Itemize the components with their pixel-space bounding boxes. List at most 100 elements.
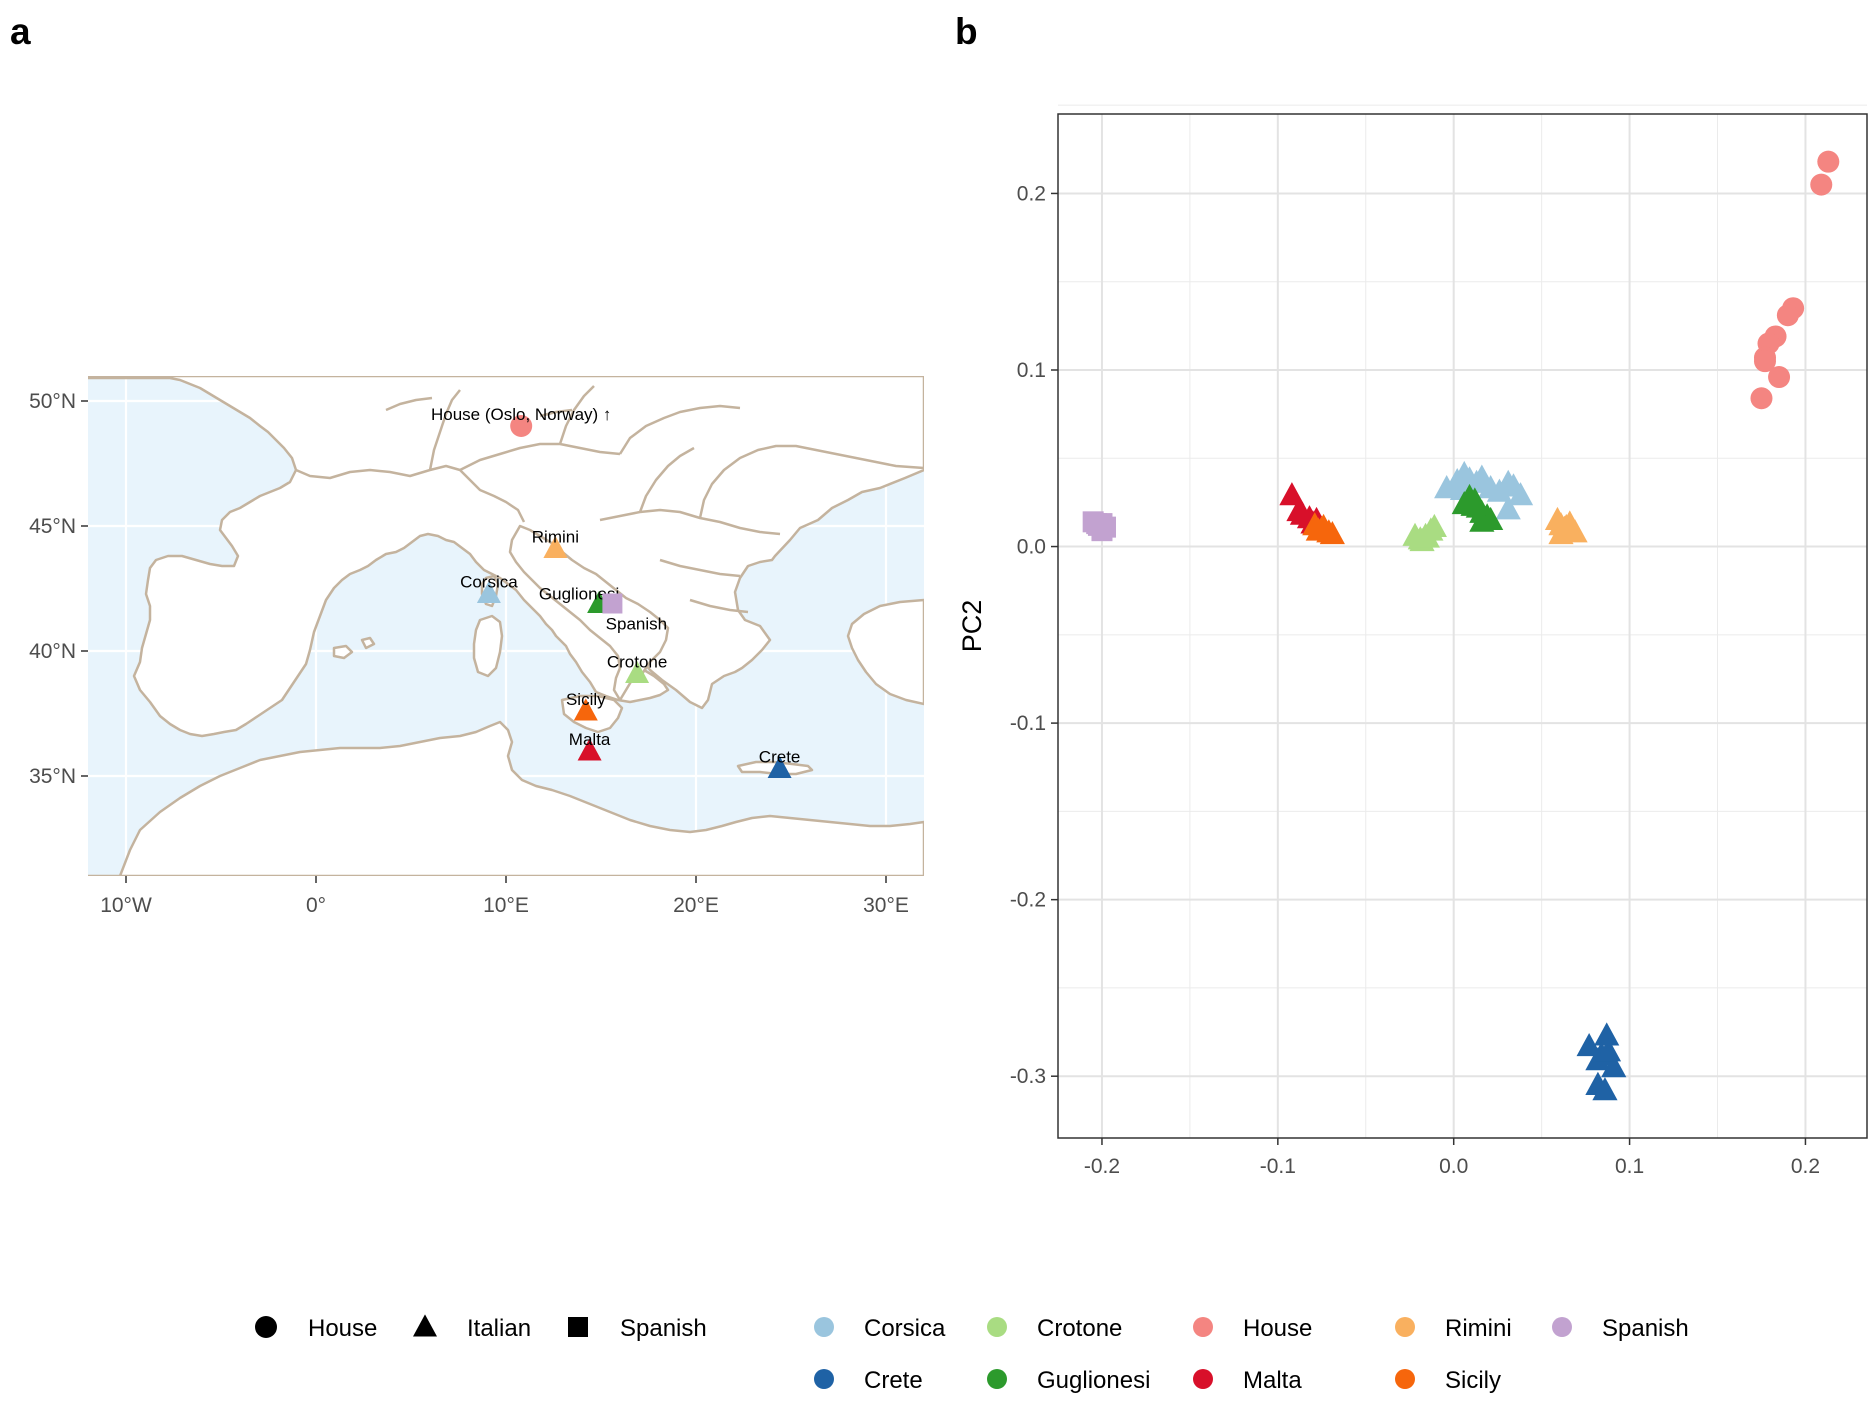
legend: House Italian Spanish Corsica Crete Crotone Gu…	[255, 1314, 1689, 1394]
map-y-tick-label: 35°N	[29, 765, 76, 788]
pca-point	[1495, 496, 1521, 520]
pca-series-sicily	[1302, 512, 1345, 545]
map-axis-ticks: 10°W 0° 10°E 20°E 30°E 35°N 40°N 45°N 50°N	[29, 390, 909, 917]
map-x-tick-label: 30°E	[863, 894, 909, 917]
pca-point	[1553, 513, 1579, 538]
map-coastlines	[88, 376, 924, 876]
map-marker-rimini	[543, 535, 568, 558]
pca-plot-border	[1057, 113, 1868, 1139]
legend-circle-symbol	[255, 1316, 277, 1338]
legend-population-label: Malta	[1243, 1367, 1302, 1394]
legend-color-swatch	[1395, 1369, 1415, 1389]
map-site-label: Guglionesi	[539, 585, 619, 604]
map-marker-house	[510, 415, 533, 437]
pca-y-tick-label: 0.1	[1017, 359, 1046, 382]
balearic-islands	[332, 636, 376, 660]
legend-population-label: Crete	[864, 1367, 923, 1394]
pca-point	[1576, 1032, 1602, 1057]
italy-peninsula	[508, 524, 670, 702]
pca-point	[1414, 524, 1440, 548]
pca-y-tick-label: -0.3	[1010, 1065, 1046, 1088]
pca-gridlines	[1058, 104, 1867, 1138]
pca-y-tick-label: -0.1	[1010, 712, 1046, 735]
map-y-tick-label: 40°N	[29, 640, 76, 663]
pca-x-tick-label: -0.1	[1260, 1155, 1296, 1178]
legend-population-label: House	[1243, 1315, 1312, 1342]
pca-y-tick-label: -0.2	[1010, 889, 1046, 912]
legend-population-label: Spanish	[1602, 1315, 1689, 1342]
legend-square-symbol	[568, 1317, 588, 1337]
pca-point	[1776, 304, 1799, 327]
legend-population-label: Guglionesi	[1037, 1367, 1150, 1394]
legend-population-label: Corsica	[864, 1315, 946, 1342]
pca-series-guglionesi	[1451, 483, 1504, 532]
anatolia	[846, 598, 924, 706]
map-panel: 10°W 0° 10°E 20°E 30°E 35°N 40°N 45°N 50°N House…	[29, 376, 924, 917]
legend-color-swatch	[987, 1369, 1007, 1389]
panel-a-letter: a	[10, 11, 31, 52]
panel-b-letter: b	[955, 11, 978, 52]
legend-color-swatch	[814, 1369, 834, 1389]
map-site-label: House (Oslo, Norway) ↑	[431, 405, 611, 424]
pca-point	[1750, 387, 1773, 410]
map-marker-crete	[767, 755, 792, 778]
pca-series-spanish	[1082, 511, 1116, 542]
legend-color-swatch	[1193, 1317, 1213, 1337]
pca-axis-ticks: -0.2 -0.1 0.0 0.1 0.2 -0.3 -0.2 -0.1 0.0 0.1 0.2	[1010, 182, 1820, 1178]
europe-landmass	[88, 376, 924, 738]
sardinia-island	[472, 614, 504, 678]
map-y-tick-label: 45°N	[29, 515, 76, 538]
legend-color-swatch	[1395, 1317, 1415, 1337]
pca-point	[1592, 1077, 1618, 1101]
pca-point	[1768, 366, 1791, 389]
pca-point	[1601, 1054, 1627, 1078]
pca-points	[1082, 150, 1840, 1101]
pca-series-crotone	[1402, 513, 1447, 552]
pca-plot-background	[1058, 114, 1867, 1138]
map-marker-malta	[577, 738, 602, 761]
map-x-tick-label: 20°E	[673, 894, 719, 917]
legend-population-label: Crotone	[1037, 1315, 1122, 1342]
legend-color-swatch	[1552, 1317, 1572, 1337]
country-borders	[295, 385, 924, 614]
pca-x-tick-label: 0.0	[1439, 1155, 1468, 1178]
north-africa	[88, 720, 924, 876]
pca-y-tick-label: 0.2	[1017, 182, 1046, 205]
pca-point	[1507, 482, 1534, 506]
pca-panel: -0.2 -0.1 0.0 0.1 0.2 -0.3 -0.2 -0.1 0.0 0.1 0.2 P…	[957, 104, 1868, 1178]
pca-point	[1087, 514, 1109, 536]
legend-color-swatch	[987, 1317, 1007, 1337]
pca-y-axis-title: PC2	[957, 600, 987, 653]
pca-series-house	[1750, 150, 1840, 410]
legend-population-label: Sicily	[1445, 1367, 1501, 1394]
legend-shape-label: Spanish	[620, 1315, 707, 1342]
pca-series-corsica	[1434, 460, 1534, 520]
map-site-label: Crete	[759, 748, 801, 767]
legend-color-swatch	[814, 1317, 834, 1337]
pca-y-tick-label: 0.0	[1017, 536, 1046, 559]
pca-point	[1817, 150, 1840, 173]
map-site-markers: House (Oslo, Norway) ↑ Rimini Corsica Gugli…	[431, 405, 800, 778]
pca-point	[1309, 515, 1335, 539]
pca-point	[1460, 492, 1486, 516]
map-site-label: Malta	[569, 730, 611, 749]
map-x-tick-label: 10°W	[100, 894, 152, 917]
legend-color-swatch	[1193, 1369, 1213, 1389]
legend-population-label: Rimini	[1445, 1315, 1512, 1342]
pca-point	[1434, 475, 1460, 499]
pca-series-rimini	[1544, 506, 1588, 545]
pca-point	[1753, 350, 1776, 373]
map-site-label: Sicily	[566, 690, 606, 709]
map-marker-spanish	[602, 593, 623, 614]
map-site-label: Spanish	[606, 615, 667, 634]
map-site-label: Corsica	[460, 573, 518, 592]
map-marker-sicily	[573, 698, 598, 721]
map-marker-corsica	[476, 580, 501, 603]
map-y-tick-label: 50°N	[29, 390, 76, 413]
pca-x-tick-label: 0.2	[1791, 1155, 1820, 1178]
pca-x-tick-label: -0.2	[1084, 1155, 1120, 1178]
pca-point	[1594, 1022, 1620, 1046]
map-site-label: Crotone	[607, 653, 667, 672]
pca-point	[1810, 173, 1833, 196]
